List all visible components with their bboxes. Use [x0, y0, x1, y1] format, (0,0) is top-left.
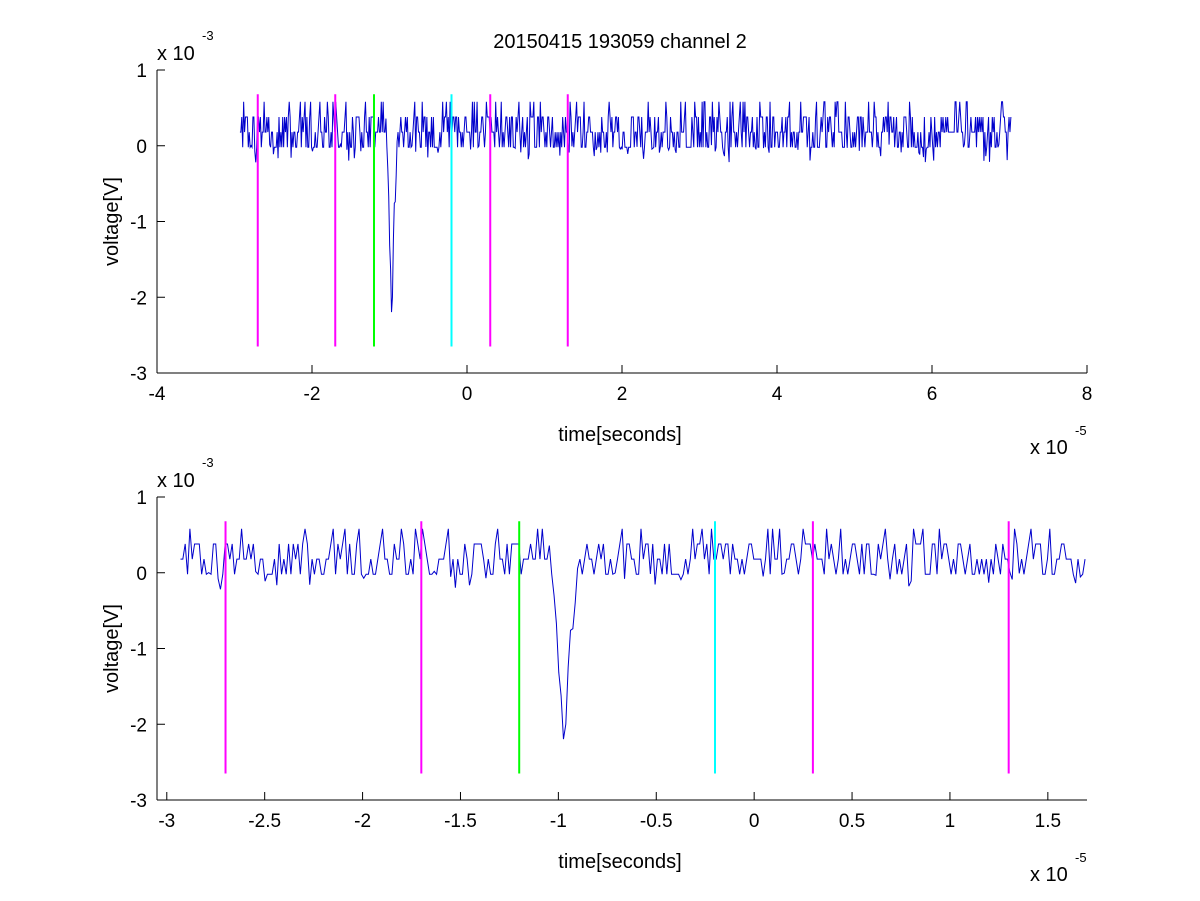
x-tick-label: -1.5 — [444, 811, 477, 832]
x-tick-label: 4 — [772, 384, 783, 405]
x-tick-label: -1 — [550, 811, 567, 832]
x-tick-label: -4 — [149, 384, 166, 405]
y-tick-label: -3 — [130, 791, 147, 812]
x-tick-label: -2 — [304, 384, 321, 405]
y-tick-label: -1 — [130, 640, 147, 661]
x-axis-label: time[seconds] — [558, 424, 681, 446]
x-tick-label: -2.5 — [248, 811, 281, 832]
y-tick-label: 0 — [136, 564, 147, 585]
y-tick-label: 0 — [136, 137, 147, 158]
x-tick-label: 6 — [927, 384, 938, 405]
y-tick-label: -2 — [130, 715, 147, 736]
y-tick-label: -1 — [130, 213, 147, 234]
y-tick-label: 1 — [136, 488, 147, 509]
y-tick-label: -2 — [130, 288, 147, 309]
y-exponent-label: x 10 — [157, 470, 195, 492]
bottom-plot: -3 -2.5 -2 -1.5 -1 -0.5 0 0.5 1 1.5 1 0 -1 -2 -3 x 10 -3… — [101, 455, 1087, 886]
x-tick-label: 1 — [945, 811, 956, 832]
y-exponent-power: -3 — [202, 455, 214, 470]
voltage-trace — [239, 101, 1012, 313]
y-axis-label: voltage[V] — [101, 604, 123, 693]
x-tick-label: 0.5 — [839, 811, 865, 832]
x-axis-label: time[seconds] — [558, 851, 681, 873]
x-tick-label: 2 — [617, 384, 628, 405]
y-tick-label: -3 — [130, 364, 147, 385]
y-tick-label: 1 — [136, 61, 147, 82]
x-tick-label: -2 — [354, 811, 371, 832]
figure-title: 20150415 193059 channel 2 — [493, 31, 747, 53]
x-exponent-power: -5 — [1075, 423, 1087, 438]
x-tick-label: 0 — [749, 811, 760, 832]
x-exponent-power: -5 — [1075, 850, 1087, 865]
y-axis-label: voltage[V] — [101, 177, 123, 266]
x-exponent-label: x 10 — [1030, 437, 1068, 459]
x-tick-label: 1.5 — [1035, 811, 1061, 832]
y-exponent-label: x 10 — [157, 43, 195, 65]
y-exponent-power: -3 — [202, 28, 214, 43]
x-tick-label: 8 — [1082, 384, 1093, 405]
voltage-trace — [180, 528, 1086, 740]
x-tick-label: -0.5 — [640, 811, 673, 832]
x-tick-label: -3 — [158, 811, 175, 832]
x-exponent-label: x 10 — [1030, 864, 1068, 886]
x-tick-label: 0 — [462, 384, 473, 405]
top-plot: -4 -2 0 2 4 6 810-1-2-3x 10-3x 10-5time[second… — [101, 28, 1092, 459]
